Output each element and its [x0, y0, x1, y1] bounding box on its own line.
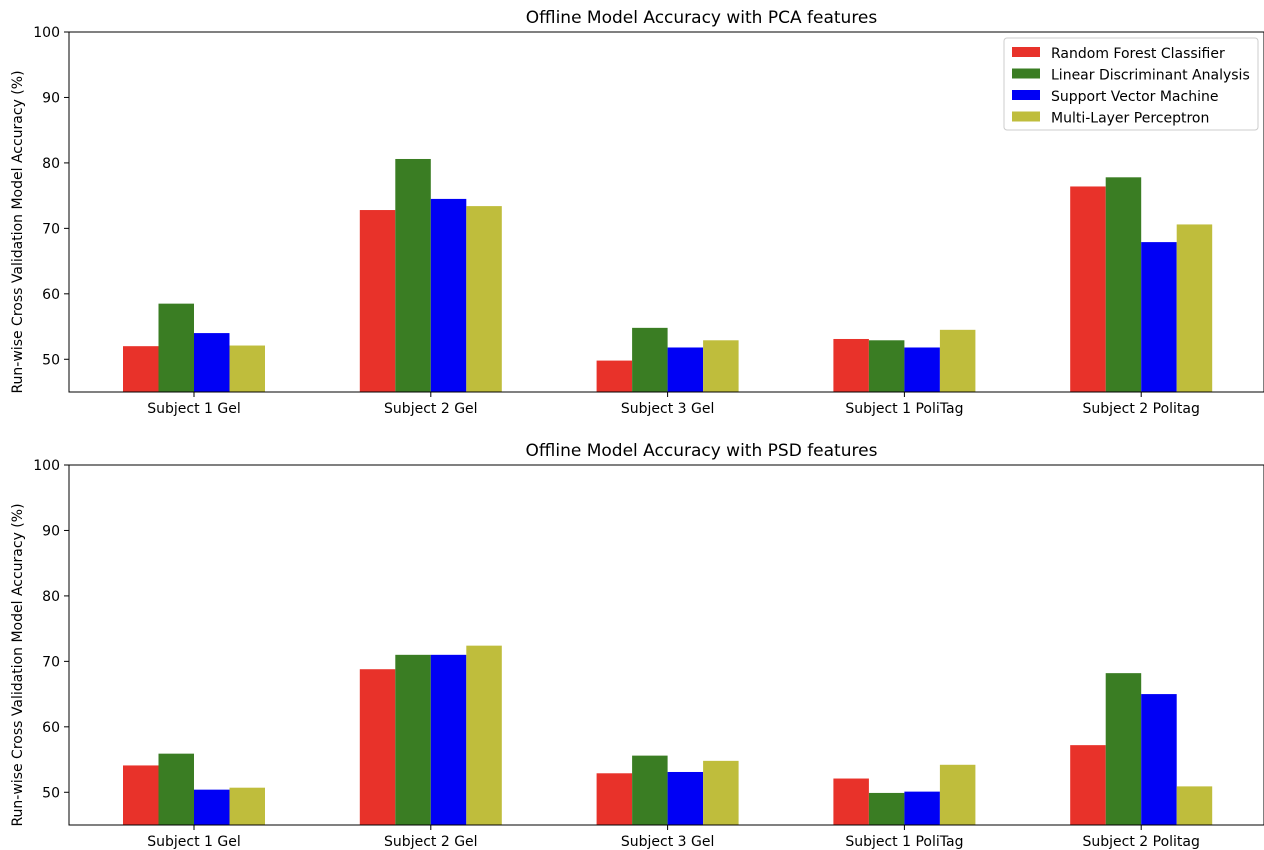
bar-1-2-5: [1105, 177, 1142, 392]
bar-1-4-1: [229, 345, 265, 392]
bar-1-1-4: [833, 338, 869, 392]
bar-2-4-4: [939, 764, 976, 825]
bar-1-4-3: [703, 340, 739, 392]
legend-swatch: [1012, 68, 1040, 79]
bar-2-4-2: [466, 645, 502, 825]
y-tick-label: 100: [33, 458, 60, 474]
x-tick-label: Subject 2 Politag: [1083, 834, 1200, 850]
axes-frame: [68, 31, 1264, 393]
bar-2-3-1: [194, 789, 230, 825]
bar-2-3-3: [667, 771, 704, 825]
bar-1-1-3: [596, 360, 633, 392]
x-tick-label: Subject 2 Gel: [384, 401, 478, 417]
bar-2-1-5: [1070, 745, 1106, 825]
chart-panel-1: 50 60 70 80 90 100 Subject 1 Gel Subject 2 Gel S…: [10, 8, 1264, 417]
axes-frame: [68, 464, 1264, 826]
bar-1-3-1: [194, 333, 230, 392]
y-tick-label: 80: [42, 156, 60, 172]
bar-1-1-1: [123, 346, 159, 392]
x-tick-label: Subject 1 Gel: [147, 834, 241, 850]
y-tick-label: 60: [42, 287, 60, 303]
legend-label: Random Forest Classifier: [1051, 46, 1225, 62]
chart-title: Offline Model Accuracy with PCA features: [526, 8, 878, 28]
bar-1-2-2: [395, 158, 431, 392]
bar-1-4-4: [939, 329, 976, 392]
bar-1-3-4: [904, 347, 940, 392]
y-tick-label: 80: [42, 589, 60, 605]
bar-2-2-5: [1105, 673, 1142, 825]
x-tick-label: Subject 3 Gel: [621, 401, 715, 417]
bar-1-3-5: [1141, 242, 1177, 392]
bar-1-1-5: [1070, 186, 1106, 392]
y-tick-label: 50: [42, 352, 60, 368]
bar-2-1-3: [596, 773, 633, 825]
legend-swatch: [1012, 47, 1040, 57]
bar-1-4-2: [466, 206, 502, 392]
y-tick-label: 100: [33, 25, 60, 41]
legend: Random Forest Classifier Linear Discrimin…: [1003, 37, 1259, 131]
legend-label: Support Vector Machine: [1051, 89, 1218, 105]
y-tick-label: 70: [42, 654, 60, 670]
bar-2-3-4: [904, 791, 940, 825]
bar-1-2-4: [868, 340, 905, 392]
bar-2-3-2: [430, 654, 467, 825]
bar-2-4-3: [703, 760, 739, 825]
bar-2-2-3: [632, 755, 668, 825]
y-tick-label: 60: [42, 720, 60, 736]
bar-2-3-5: [1141, 694, 1177, 825]
bar-2-4-5: [1176, 786, 1213, 825]
bar-2-2-4: [868, 792, 905, 825]
y-tick-label: 90: [42, 90, 60, 106]
x-tick-label: Subject 1 Gel: [147, 401, 241, 417]
bar-2-1-1: [123, 765, 159, 825]
bar-2-4-1: [229, 787, 265, 825]
bar-2-2-2: [395, 654, 431, 825]
chart-title: Offline Model Accuracy with PSD features: [526, 441, 878, 461]
bar-1-2-3: [632, 327, 668, 392]
bar-1-3-2: [430, 198, 467, 392]
bar-1-2-1: [158, 303, 194, 392]
legend-box: [1003, 37, 1259, 131]
bar-1-1-2: [359, 210, 396, 392]
y-tick-label: 90: [42, 523, 60, 539]
x-tick-label: Subject 1 PoliTag: [845, 401, 963, 417]
legend-swatch: [1012, 90, 1040, 100]
legend-label: Multi-Layer Perceptron: [1051, 111, 1209, 127]
x-tick-label: Subject 2 Gel: [384, 834, 478, 850]
x-tick-label: Subject 3 Gel: [621, 834, 715, 850]
x-tick-label: Subject 1 PoliTag: [845, 834, 963, 850]
bar-2-1-4: [833, 778, 869, 825]
y-tick-label: 50: [42, 785, 60, 801]
y-tick-label: 70: [42, 221, 60, 237]
x-tick-label: Subject 2 Politag: [1083, 401, 1200, 417]
bar-2-2-1: [158, 753, 194, 825]
legend-label: Linear Discriminant Analysis: [1051, 68, 1250, 84]
y-axis-label: Run-wise Cross Validation Model Accuracy…: [10, 503, 26, 826]
legend-swatch: [1012, 111, 1040, 122]
chart-panel-2: 50 60 70 80 90 100 Subject 1 Gel Subject 2 Gel S…: [10, 441, 1264, 850]
bar-2-1-2: [359, 669, 396, 825]
bar-1-3-3: [667, 347, 704, 392]
y-axis-label: Run-wise Cross Validation Model Accuracy…: [10, 70, 26, 393]
bar-1-4-5: [1176, 224, 1213, 392]
